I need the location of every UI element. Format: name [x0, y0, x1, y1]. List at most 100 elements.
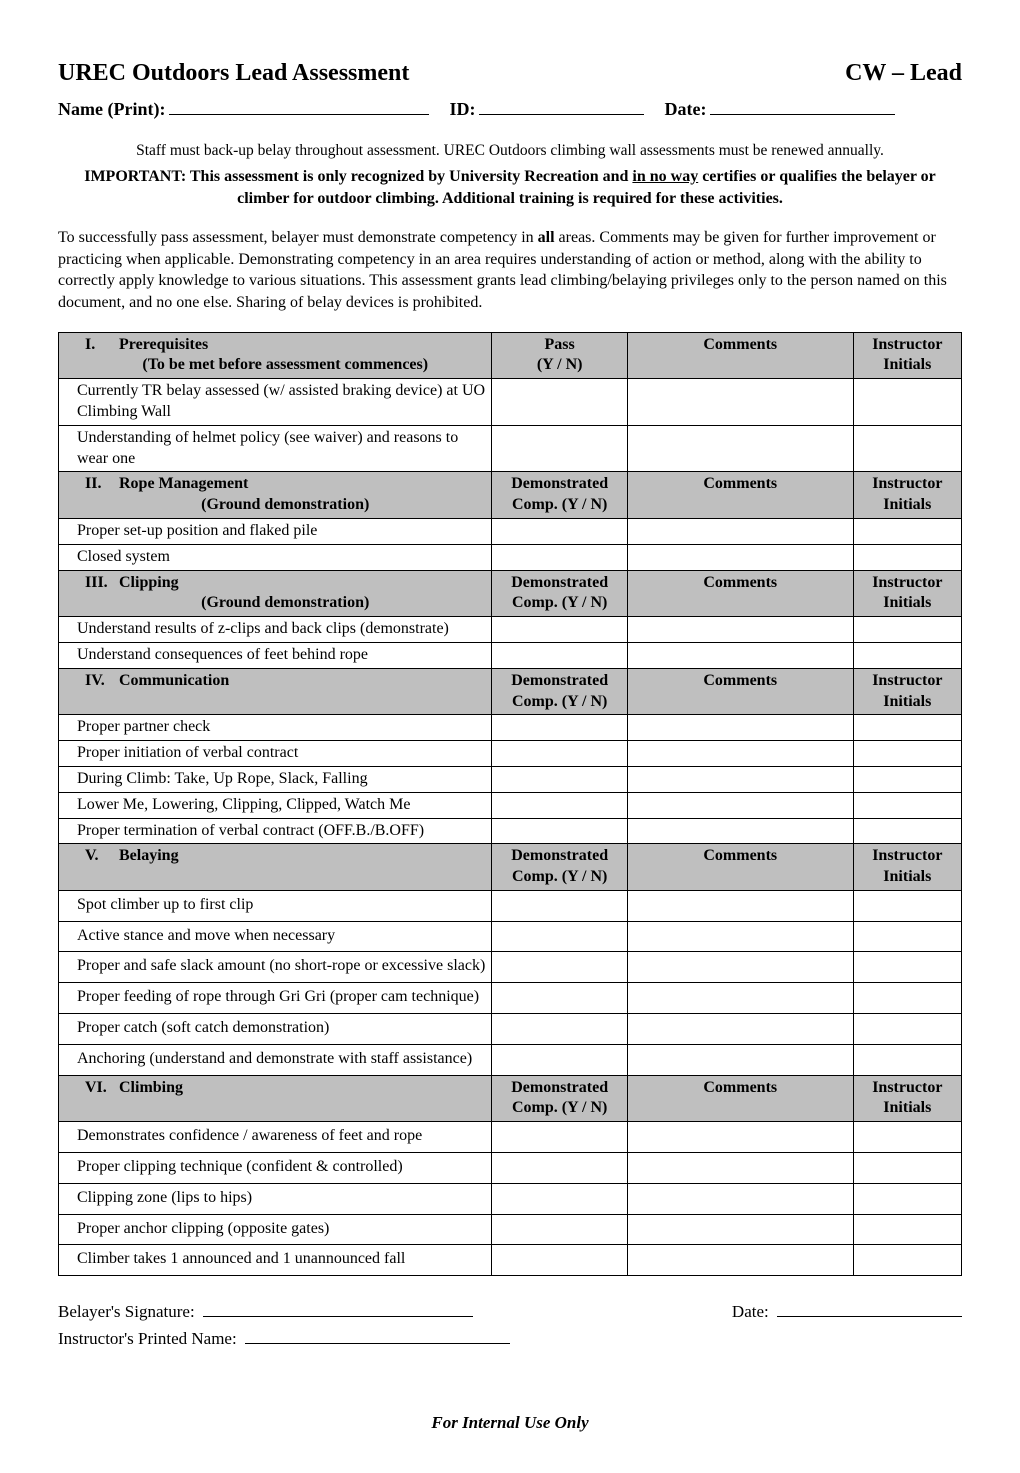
item-pass[interactable] — [492, 890, 627, 921]
item-pass[interactable] — [492, 425, 627, 472]
item-desc: During Climb: Take, Up Rope, Slack, Fall… — [59, 766, 492, 792]
table-row: Anchoring (understand and demonstrate wi… — [59, 1044, 962, 1075]
item-initials[interactable] — [853, 642, 961, 668]
item-initials[interactable] — [853, 379, 961, 426]
item-pass[interactable] — [492, 518, 627, 544]
item-pass[interactable] — [492, 1044, 627, 1075]
belayer-line[interactable] — [203, 1300, 473, 1317]
item-initials[interactable] — [853, 518, 961, 544]
item-comments[interactable] — [627, 425, 853, 472]
item-comments[interactable] — [627, 544, 853, 570]
item-desc: Proper initiation of verbal contract — [59, 741, 492, 767]
item-comments[interactable] — [627, 642, 853, 668]
item-comments[interactable] — [627, 792, 853, 818]
item-pass[interactable] — [492, 1014, 627, 1045]
item-comments[interactable] — [627, 766, 853, 792]
item-comments[interactable] — [627, 1122, 853, 1153]
table-row: Spot climber up to first clip — [59, 890, 962, 921]
item-comments[interactable] — [627, 1183, 853, 1214]
item-comments[interactable] — [627, 921, 853, 952]
item-initials[interactable] — [853, 1122, 961, 1153]
item-initials[interactable] — [853, 1153, 961, 1184]
item-pass[interactable] — [492, 617, 627, 643]
section-pass-cell: DemonstratedComp. (Y / N) — [492, 668, 627, 715]
item-pass[interactable] — [492, 1122, 627, 1153]
item-pass[interactable] — [492, 1245, 627, 1276]
item-pass[interactable] — [492, 1153, 627, 1184]
item-initials[interactable] — [853, 1044, 961, 1075]
date-line[interactable] — [710, 97, 895, 115]
item-pass[interactable] — [492, 792, 627, 818]
item-comments[interactable] — [627, 890, 853, 921]
item-desc: Proper anchor clipping (opposite gates) — [59, 1214, 492, 1245]
item-desc: Proper catch (soft catch demonstration) — [59, 1014, 492, 1045]
item-desc: Anchoring (understand and demonstrate wi… — [59, 1044, 492, 1075]
item-initials[interactable] — [853, 792, 961, 818]
item-pass[interactable] — [492, 921, 627, 952]
item-initials[interactable] — [853, 715, 961, 741]
item-comments[interactable] — [627, 983, 853, 1014]
item-pass[interactable] — [492, 952, 627, 983]
item-comments[interactable] — [627, 818, 853, 844]
item-comments[interactable] — [627, 1153, 853, 1184]
item-comments[interactable] — [627, 1014, 853, 1045]
sig-date-line[interactable] — [777, 1300, 962, 1317]
item-initials[interactable] — [853, 1245, 961, 1276]
section-title-cell: II.Rope Management(Ground demonstration) — [59, 472, 492, 519]
table-row: Climber takes 1 announced and 1 unannoun… — [59, 1245, 962, 1276]
item-initials[interactable] — [853, 544, 961, 570]
item-initials[interactable] — [853, 983, 961, 1014]
item-comments[interactable] — [627, 518, 853, 544]
item-desc: Proper clipping technique (confident & c… — [59, 1153, 492, 1184]
item-comments[interactable] — [627, 952, 853, 983]
item-comments[interactable] — [627, 379, 853, 426]
item-pass[interactable] — [492, 766, 627, 792]
item-initials[interactable] — [853, 617, 961, 643]
item-comments[interactable] — [627, 715, 853, 741]
item-pass[interactable] — [492, 1183, 627, 1214]
item-desc: Proper feeding of rope through Gri Gri (… — [59, 983, 492, 1014]
item-desc: Proper set-up position and flaked pile — [59, 518, 492, 544]
id-line[interactable] — [479, 97, 644, 115]
item-pass[interactable] — [492, 818, 627, 844]
item-comments[interactable] — [627, 617, 853, 643]
item-pass[interactable] — [492, 642, 627, 668]
item-pass[interactable] — [492, 741, 627, 767]
item-initials[interactable] — [853, 818, 961, 844]
item-comments[interactable] — [627, 741, 853, 767]
item-comments[interactable] — [627, 1214, 853, 1245]
date-field: Date: — [664, 97, 895, 120]
table-row: Clipping zone (lips to hips) — [59, 1183, 962, 1214]
item-pass[interactable] — [492, 379, 627, 426]
instructor-line[interactable] — [245, 1327, 510, 1344]
section-header: III.Clipping(Ground demonstration)Demons… — [59, 570, 962, 617]
table-row: Proper partner check — [59, 715, 962, 741]
sig-row-1: Belayer's Signature: Date: — [58, 1298, 962, 1325]
item-initials[interactable] — [853, 890, 961, 921]
item-pass[interactable] — [492, 715, 627, 741]
item-initials[interactable] — [853, 952, 961, 983]
item-initials[interactable] — [853, 1014, 961, 1045]
item-comments[interactable] — [627, 1245, 853, 1276]
section-comments-cell: Comments — [627, 1075, 853, 1122]
item-initials[interactable] — [853, 766, 961, 792]
table-row: Proper feeding of rope through Gri Gri (… — [59, 983, 962, 1014]
item-pass[interactable] — [492, 983, 627, 1014]
staff-note: Staff must back-up belay throughout asse… — [58, 142, 962, 160]
item-initials[interactable] — [853, 1214, 961, 1245]
section-comments-cell: Comments — [627, 844, 853, 891]
item-initials[interactable] — [853, 741, 961, 767]
item-initials[interactable] — [853, 1183, 961, 1214]
important-prefix: IMPORTANT: This assessment is only recog… — [84, 168, 632, 185]
name-line[interactable] — [169, 97, 429, 115]
section-comments-cell: Comments — [627, 472, 853, 519]
item-initials[interactable] — [853, 921, 961, 952]
item-desc: Proper partner check — [59, 715, 492, 741]
item-comments[interactable] — [627, 1044, 853, 1075]
section-title-cell: VI.Climbing — [59, 1075, 492, 1122]
item-initials[interactable] — [853, 425, 961, 472]
id-field: ID: — [449, 97, 644, 120]
title-right: CW – Lead — [845, 60, 962, 87]
item-pass[interactable] — [492, 544, 627, 570]
item-pass[interactable] — [492, 1214, 627, 1245]
